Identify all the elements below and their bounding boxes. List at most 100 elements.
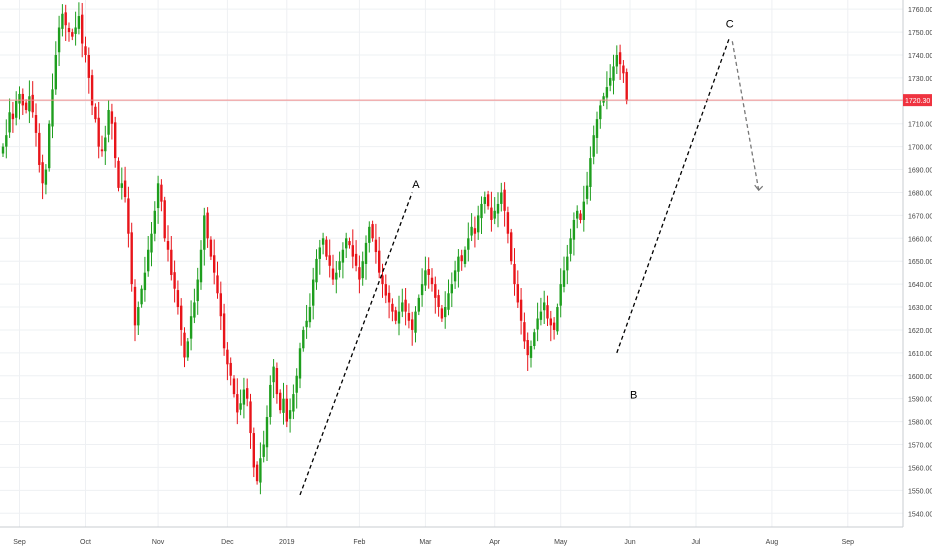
candle <box>74 11 77 46</box>
candle <box>87 47 90 94</box>
candle <box>41 154 44 200</box>
candle <box>315 249 318 290</box>
wave-line-c <box>616 38 730 354</box>
candle <box>397 295 401 336</box>
candle <box>341 242 345 279</box>
candle <box>529 340 533 368</box>
candle-body <box>440 308 444 319</box>
candle <box>133 279 137 342</box>
candle <box>153 201 156 242</box>
candle <box>513 248 516 296</box>
candle-body <box>450 284 453 294</box>
candle-body <box>381 275 384 285</box>
candle <box>374 223 378 264</box>
candle <box>589 146 592 201</box>
candle <box>160 179 163 212</box>
candle-body <box>533 332 536 346</box>
candle <box>51 73 54 139</box>
candle <box>11 101 15 133</box>
candle-body <box>150 233 153 253</box>
candle-body <box>170 249 173 275</box>
candle <box>612 54 615 95</box>
candle-body <box>556 307 559 332</box>
candle <box>61 4 64 37</box>
candle <box>114 116 117 168</box>
candle-body <box>282 398 285 413</box>
candle <box>325 236 328 261</box>
candle-body <box>34 115 38 133</box>
candle-body <box>110 111 114 124</box>
candle-body <box>87 54 90 78</box>
candle <box>447 279 450 316</box>
candle <box>38 123 41 173</box>
candle <box>371 220 374 242</box>
y-tick-label: 1760.00 <box>908 7 932 14</box>
x-tick-label: Oct <box>80 539 91 546</box>
candle <box>526 332 529 371</box>
y-tick-label: 1600.00 <box>908 374 932 381</box>
candle-body <box>345 238 348 249</box>
candle <box>579 210 582 224</box>
candle <box>279 389 282 414</box>
candle-body <box>255 464 259 482</box>
candle <box>496 192 500 228</box>
candle-body <box>209 239 213 257</box>
wave-lines: A B C <box>299 18 764 496</box>
candle <box>427 257 430 289</box>
candle <box>203 207 206 266</box>
candle <box>1 143 5 157</box>
y-tick-label: 1620.00 <box>908 328 932 335</box>
candle-body <box>28 96 31 112</box>
candle <box>180 298 183 346</box>
candle <box>358 255 361 294</box>
candle-body <box>529 345 533 358</box>
candle-body <box>358 267 361 280</box>
candle-body <box>176 290 180 308</box>
candle-body <box>249 401 252 434</box>
candle <box>226 342 229 381</box>
candle-body <box>15 100 18 118</box>
candle-body <box>84 46 87 55</box>
candle-body <box>331 268 335 280</box>
candle <box>407 303 411 329</box>
candle-body <box>506 212 510 234</box>
candle-body <box>180 305 183 330</box>
candle <box>414 306 417 343</box>
wave-projection <box>731 41 760 191</box>
candle-body <box>457 256 460 272</box>
candle-body <box>618 52 622 65</box>
y-tick-label: 1710.00 <box>908 122 932 129</box>
candle <box>71 28 74 41</box>
x-tick-label: Mar <box>419 539 432 546</box>
candle <box>533 328 536 350</box>
candle-body <box>206 212 209 239</box>
y-tick-label: 1640.00 <box>908 282 932 289</box>
candle <box>189 300 193 351</box>
candle-body <box>265 417 269 448</box>
candle <box>536 302 539 342</box>
candle <box>463 246 467 268</box>
candle-body <box>539 311 543 320</box>
candle-body <box>77 16 81 29</box>
candle <box>173 260 176 303</box>
candle-body <box>275 367 279 395</box>
y-tick-label: 1750.00 <box>908 30 932 37</box>
candle <box>490 191 493 232</box>
candle <box>394 306 397 325</box>
candle <box>275 362 279 404</box>
candle <box>57 15 61 66</box>
candle <box>453 260 457 289</box>
candle <box>137 301 140 335</box>
candle <box>249 393 252 449</box>
candle <box>434 276 437 314</box>
candle-body <box>315 258 318 283</box>
candle <box>335 260 338 294</box>
candle-body <box>549 318 552 326</box>
candle <box>18 86 21 120</box>
candle <box>576 205 579 229</box>
candle <box>48 120 51 172</box>
candle <box>140 285 143 308</box>
candle <box>150 222 153 267</box>
candle-body <box>384 284 387 296</box>
candle-body <box>312 279 315 306</box>
